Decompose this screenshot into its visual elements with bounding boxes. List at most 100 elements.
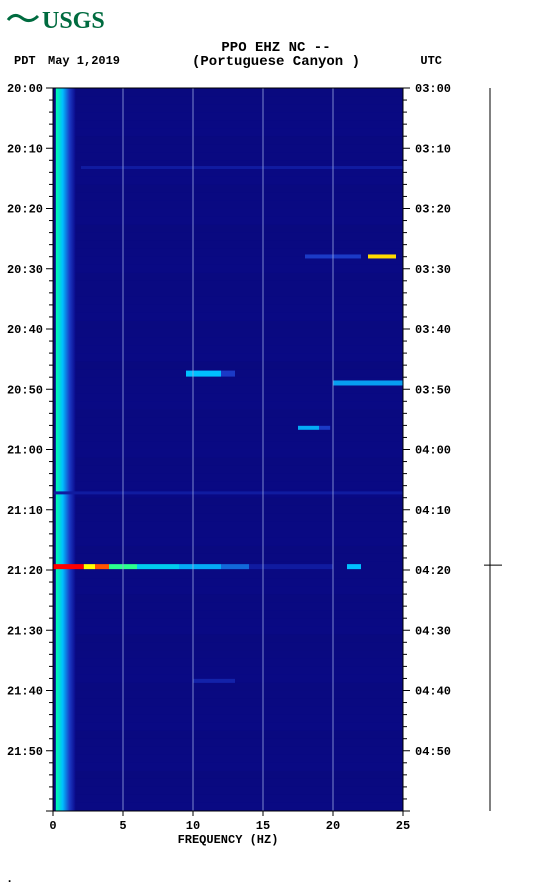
noise-row	[53, 297, 403, 306]
noise-row	[53, 763, 403, 772]
noise-row	[53, 104, 403, 113]
noise-row	[53, 305, 403, 314]
event-segment	[368, 254, 396, 258]
noise-row	[53, 458, 403, 467]
x-tick-label: 0	[49, 819, 56, 833]
y-right-label: 03:10	[415, 142, 451, 156]
noise-row	[53, 658, 403, 667]
noise-row	[53, 498, 403, 507]
noise-row	[53, 281, 403, 290]
y-right-label: 04:00	[415, 444, 451, 458]
y-left-label: 20:00	[7, 82, 43, 96]
footnote: .	[6, 872, 13, 886]
event-segment	[95, 564, 109, 569]
noise-row	[53, 538, 403, 547]
x-tick-label: 25	[396, 819, 410, 833]
noise-row	[53, 771, 403, 780]
y-left-label: 21:00	[7, 444, 43, 458]
noise-row	[53, 634, 403, 643]
noise-row	[53, 417, 403, 426]
event-segment	[193, 679, 235, 683]
event-segment	[249, 564, 333, 569]
noise-row	[53, 787, 403, 796]
noise-row	[53, 666, 403, 675]
noise-row	[53, 466, 403, 475]
y-left-label: 20:50	[7, 383, 43, 397]
noise-row	[53, 313, 403, 322]
noise-row	[53, 626, 403, 635]
noise-row	[53, 731, 403, 740]
noise-row	[53, 450, 403, 459]
noise-row	[53, 176, 403, 185]
x-tick-label: 15	[256, 819, 270, 833]
noise-row	[53, 289, 403, 298]
noise-row	[53, 570, 403, 579]
noise-row	[53, 618, 403, 627]
noise-row	[53, 506, 403, 515]
y-right-label: 03:20	[415, 203, 451, 217]
y-left-label: 21:10	[7, 504, 43, 518]
noise-row	[53, 610, 403, 619]
event-segment	[221, 371, 235, 377]
noise-row	[53, 546, 403, 555]
y-left-label: 20:20	[7, 203, 43, 217]
noise-row	[53, 602, 403, 611]
noise-row	[53, 192, 403, 201]
y-right-label: 04:20	[415, 564, 451, 578]
noise-row	[53, 409, 403, 418]
y-left-label: 20:30	[7, 263, 43, 277]
noise-row	[53, 699, 403, 708]
noise-row	[53, 241, 403, 250]
noise-row	[53, 152, 403, 161]
y-right-label: 04:50	[415, 745, 451, 759]
noise-row	[53, 803, 403, 812]
event-segment	[298, 426, 319, 430]
noise-row	[53, 353, 403, 362]
noise-row	[53, 225, 403, 234]
y-left-label: 20:40	[7, 323, 43, 337]
noise-row	[53, 715, 403, 724]
event-segment	[333, 380, 403, 385]
noise-row	[53, 739, 403, 748]
noise-row	[53, 112, 403, 121]
x-tick-label: 5	[119, 819, 126, 833]
y-right-label: 03:30	[415, 263, 451, 277]
noise-row	[53, 650, 403, 659]
x-tick-label: 20	[326, 819, 340, 833]
noise-row	[53, 393, 403, 402]
noise-row	[53, 265, 403, 274]
noise-row	[53, 779, 403, 788]
event-segment	[53, 491, 403, 494]
noise-row	[53, 554, 403, 563]
noise-row	[53, 474, 403, 483]
event-segment	[347, 564, 361, 569]
y-right-label: 03:00	[415, 82, 451, 96]
noise-row	[53, 482, 403, 491]
x-tick-label: 10	[186, 819, 200, 833]
y-left-label: 21:30	[7, 624, 43, 638]
noise-row	[53, 385, 403, 394]
noise-row	[53, 233, 403, 242]
noise-row	[53, 755, 403, 764]
noise-row	[53, 217, 403, 226]
event-segment	[186, 371, 221, 377]
event-segment	[84, 564, 95, 569]
lowfreq-band	[56, 88, 76, 811]
noise-row	[53, 514, 403, 523]
noise-row	[53, 691, 403, 700]
noise-row	[53, 88, 403, 97]
noise-row	[53, 96, 403, 105]
noise-row	[53, 168, 403, 177]
y-right-label: 03:50	[415, 383, 451, 397]
event-segment	[81, 166, 403, 169]
noise-row	[53, 441, 403, 450]
noise-row	[53, 361, 403, 370]
noise-row	[53, 120, 403, 129]
noise-row	[53, 747, 403, 756]
noise-row	[53, 337, 403, 346]
noise-row	[53, 723, 403, 732]
noise-row	[53, 594, 403, 603]
y-left-label: 20:10	[7, 142, 43, 156]
noise-row	[53, 578, 403, 587]
noise-row	[53, 586, 403, 595]
